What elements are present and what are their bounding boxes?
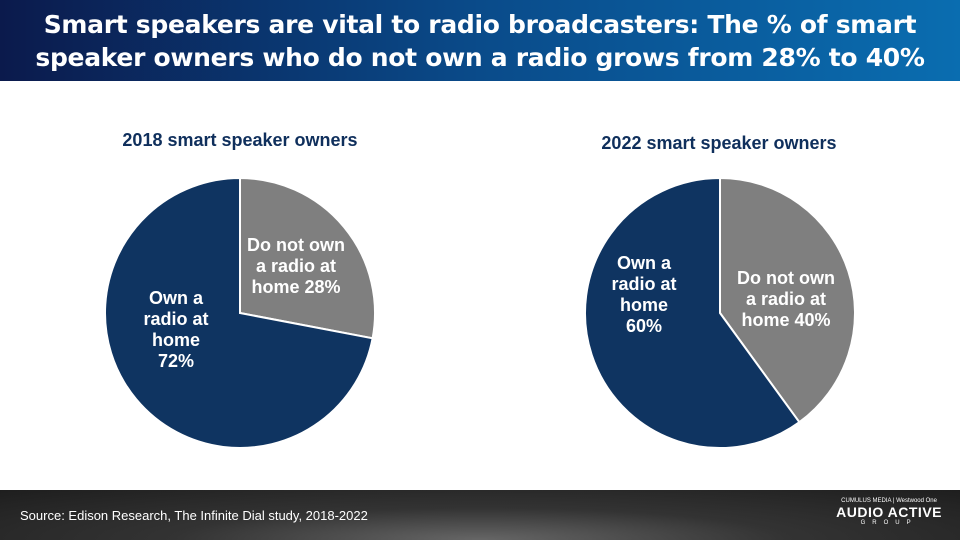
pie-1-slice-1	[584, 176, 801, 449]
pie-0-slice-0	[239, 176, 376, 340]
logo-top: CUMULUS MEDIA | Westwood One	[841, 498, 937, 504]
pie-2018-label-gray: Do not own a radio at home 28%	[247, 235, 345, 297]
audio-active-group-logo: CUMULUS MEDIA | Westwood One AUDIO ACTIV…	[836, 498, 942, 526]
pie-1-slice-0	[719, 176, 856, 424]
pie-title-2022: 2022 smart speaker owners	[601, 133, 837, 153]
footer-bar: Source: Edison Research, The Infinite Di…	[0, 490, 960, 540]
pie-2022-label-gray: Do not own a radio at home 40%	[737, 268, 835, 330]
pie-2022-label-blue: Own a radio at home 60%	[611, 253, 677, 336]
logo-main: AUDIO ACTIVE	[836, 504, 942, 520]
pie-0-slice-1	[104, 176, 374, 449]
pie-title-2018: 2018 smart speaker owners	[122, 130, 358, 150]
source-note: Source: Edison Research, The Infinite Di…	[20, 508, 368, 523]
logo-sub: GROUP	[860, 520, 918, 526]
pie-2018-label-blue: Own a radio at home 72%	[143, 288, 209, 371]
header-banner: Smart speakers are vital to radio broadc…	[0, 0, 960, 81]
slide-title: Smart speakers are vital to radio broadc…	[35, 9, 925, 72]
